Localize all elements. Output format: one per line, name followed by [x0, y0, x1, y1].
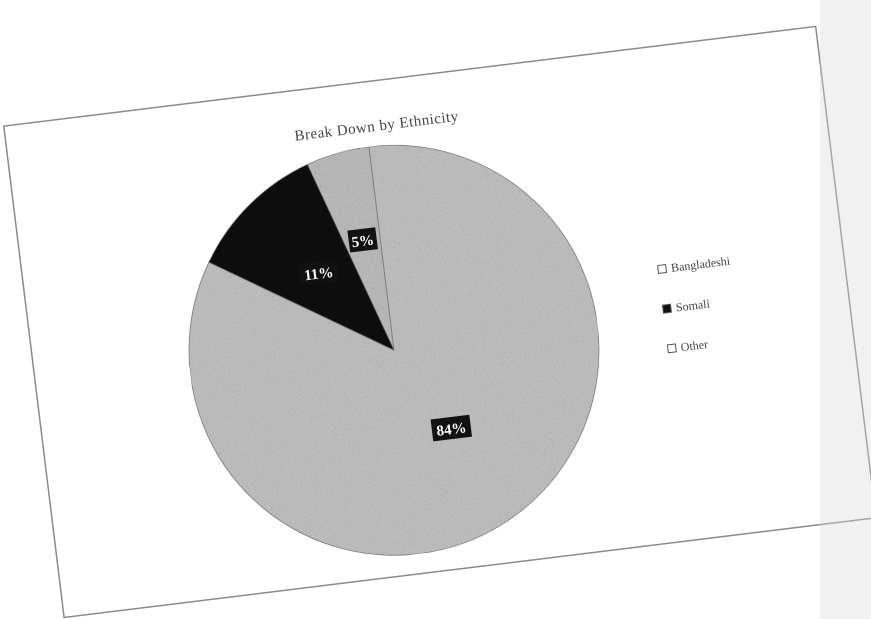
data-label-bangladeshi: 5% [347, 227, 378, 253]
data-label-other: 84% [430, 414, 473, 442]
data-label-somali: 11% [297, 259, 340, 286]
legend-item-somali: Somali [661, 296, 711, 315]
legend-swatch [661, 303, 672, 314]
legend-item-other: Other [666, 337, 709, 354]
legend-swatch [666, 343, 677, 354]
data-label-box [347, 227, 378, 253]
pie-chart: 5% 11% 84% [188, 144, 600, 556]
data-label-box [430, 414, 473, 442]
legend-label: Somali [675, 296, 711, 314]
pie-slice-somali [208, 164, 395, 351]
legend-swatch [657, 263, 668, 274]
data-label-box [297, 259, 340, 286]
data-label-text: 84% [436, 420, 468, 440]
legend-label: Other [680, 337, 709, 354]
scan-shadow [820, 0, 871, 619]
pie-slice-other [188, 144, 600, 556]
data-label-text: 5% [351, 233, 375, 252]
data-label-text: 11% [303, 265, 334, 284]
